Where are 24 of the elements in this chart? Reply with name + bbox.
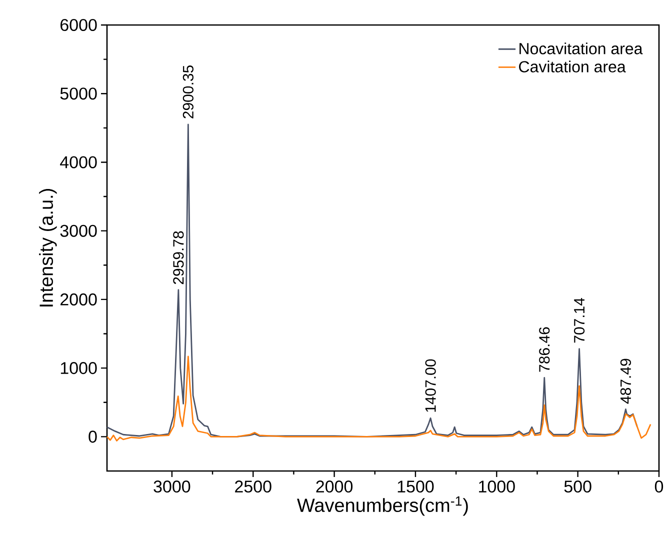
y-tick-label: 1000 (60, 362, 97, 374)
y-axis-title: Intensity (a.u.) (39, 189, 57, 306)
legend-label: Nocavitation area (520, 42, 643, 54)
annotation: 707.14 (574, 298, 585, 343)
annotation: 786.46 (539, 327, 550, 372)
y-tick-label: 2000 (60, 293, 97, 306)
y-tick-label: 6000 (60, 18, 97, 32)
x-tick-label: 1000 (479, 480, 515, 493)
y-tick-label: 3000 (60, 224, 97, 237)
x-tick-label: 2000 (316, 480, 353, 493)
x-tick-label: 500 (564, 480, 592, 493)
y-tick-label: 0 (88, 430, 97, 443)
x-tick-label: 2500 (235, 480, 272, 493)
x-tick-label: 1500 (398, 480, 434, 493)
x-axis-title: Wavenumbers(cm$^{-1}$) (297, 496, 468, 516)
y-tick-label: 5000 (60, 88, 97, 100)
legend-label: Cavitation area (519, 60, 626, 72)
annotation: 487.49 (620, 358, 632, 404)
x-tick-label: 0 (654, 480, 664, 493)
x-tick-label: 3000 (154, 480, 190, 493)
annotation: 1407.00 (425, 359, 436, 412)
y-tick-label: 4000 (60, 156, 97, 168)
annotation: 2900.35 (182, 65, 194, 118)
annotation: 2959.78 (173, 231, 184, 284)
